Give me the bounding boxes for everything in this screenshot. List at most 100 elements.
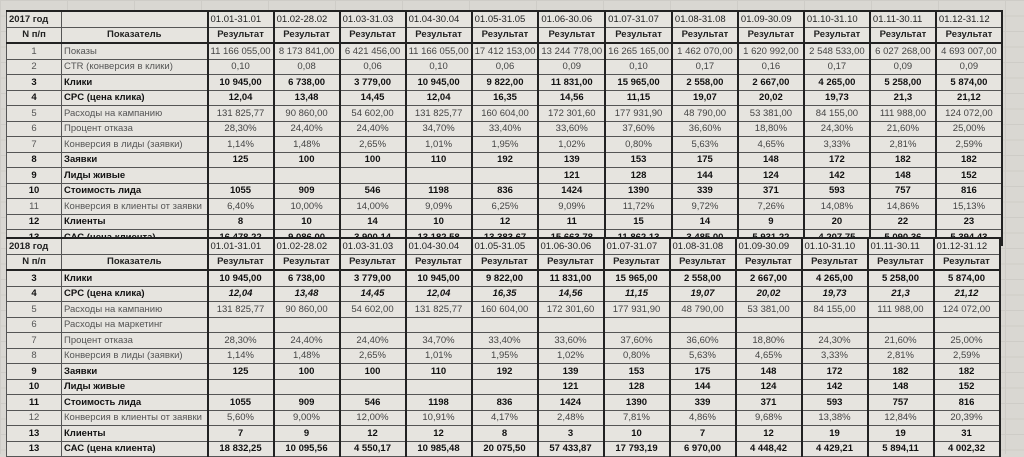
value-cell[interactable]: 148	[736, 151, 805, 168]
value-cell[interactable]: 28,30%	[206, 332, 275, 349]
value-cell[interactable]: 21,60%	[868, 120, 937, 137]
value-cell[interactable]: 11 166 055,00	[206, 42, 275, 60]
empty-cell[interactable]	[61, 237, 208, 255]
value-cell[interactable]: 371	[734, 394, 803, 411]
value-cell[interactable]: 1,02%	[537, 136, 607, 153]
value-cell[interactable]: 124 072,00	[932, 301, 1001, 318]
value-cell[interactable]: 1198	[404, 182, 473, 199]
period-header[interactable]: 01.05-31.05	[470, 237, 539, 255]
period-header[interactable]: 01.03-31.03	[338, 10, 407, 28]
period-header[interactable]: 01.08-31.08	[668, 237, 737, 255]
period-header[interactable]: 01.10-31.10	[802, 10, 871, 28]
value-cell[interactable]: 836	[470, 182, 540, 199]
value-cell[interactable]: 172 301,60	[536, 301, 605, 318]
value-cell[interactable]	[866, 316, 935, 333]
value-cell[interactable]: 593	[802, 182, 871, 199]
value-cell[interactable]	[470, 167, 540, 184]
value-cell[interactable]: 2 667,00	[734, 269, 803, 287]
value-cell[interactable]: 20	[802, 213, 871, 230]
value-cell[interactable]: 24,30%	[800, 332, 869, 349]
value-cell[interactable]: 371	[736, 182, 805, 199]
value-cell[interactable]: 1,48%	[272, 136, 341, 153]
value-cell[interactable]: 6 970,00	[668, 440, 737, 457]
value-cell[interactable]	[734, 316, 803, 333]
result-header[interactable]: Результат	[934, 26, 1003, 44]
value-cell[interactable]: 2,59%	[934, 136, 1003, 153]
period-header[interactable]: 01.05-31.05	[470, 10, 540, 28]
value-cell[interactable]: 0,09	[537, 58, 607, 75]
period-header[interactable]: 01.01-31.01	[206, 10, 275, 28]
value-cell[interactable]: 1390	[604, 182, 673, 199]
value-cell[interactable]: 4 448,42	[734, 440, 803, 457]
value-cell[interactable]: 9 822,00	[470, 74, 540, 91]
period-header[interactable]: 01.03-31.03	[338, 237, 407, 255]
value-cell[interactable]: 0,06	[338, 58, 407, 75]
indicator-name[interactable]: Лиды живые	[61, 378, 208, 395]
value-cell[interactable]: 148	[868, 167, 937, 184]
empty-cell[interactable]	[61, 10, 208, 28]
value-cell[interactable]: 593	[800, 394, 869, 411]
period-header[interactable]: 01.02-28.02	[272, 10, 341, 28]
period-header[interactable]: 01.11-30.11	[866, 237, 935, 255]
value-cell[interactable]: 1 462 070,00	[670, 42, 739, 60]
value-cell[interactable]: 6 738,00	[272, 74, 341, 91]
value-cell[interactable]: 1,01%	[404, 136, 473, 153]
row-number[interactable]: 6	[6, 316, 62, 333]
value-cell[interactable]: 4,65%	[736, 136, 805, 153]
value-cell[interactable]: 3 779,00	[338, 74, 407, 91]
value-cell[interactable]: 14,45	[338, 285, 407, 302]
value-cell[interactable]: 11,15	[604, 89, 673, 106]
value-cell[interactable]: 2,81%	[868, 136, 937, 153]
value-cell[interactable]: 4,65%	[734, 347, 803, 364]
value-cell[interactable]: 909	[272, 182, 341, 199]
value-cell[interactable]: 24,40%	[272, 332, 341, 349]
row-number[interactable]: 13	[6, 425, 62, 442]
value-cell[interactable]: 24,30%	[802, 120, 871, 137]
row-number[interactable]: 7	[6, 332, 62, 349]
value-cell[interactable]: 909	[272, 394, 341, 411]
value-cell[interactable]: 12,04	[404, 285, 473, 302]
indicator-name[interactable]: Заявки	[61, 151, 208, 168]
value-cell[interactable]: 12,84%	[866, 409, 935, 426]
value-cell[interactable]: 139	[537, 151, 607, 168]
value-cell[interactable]: 153	[602, 363, 671, 380]
value-cell[interactable]: 28,30%	[206, 120, 275, 137]
value-cell[interactable]: 14,08%	[802, 198, 871, 215]
value-cell[interactable]: 19,07	[668, 285, 737, 302]
indicator-name[interactable]: Клики	[61, 74, 208, 91]
value-cell[interactable]	[272, 316, 341, 333]
value-cell[interactable]: 84 155,00	[802, 105, 871, 122]
row-number[interactable]: 3	[6, 74, 62, 91]
result-header[interactable]: Результат	[272, 253, 341, 271]
value-cell[interactable]: 24,40%	[272, 120, 341, 137]
result-header[interactable]: Результат	[670, 26, 739, 44]
value-cell[interactable]: 6 421 456,00	[338, 42, 407, 60]
value-cell[interactable]: 2,81%	[866, 347, 935, 364]
value-cell[interactable]: 100	[272, 363, 341, 380]
result-header[interactable]: Результат	[272, 26, 341, 44]
result-header[interactable]: Результат	[668, 253, 737, 271]
value-cell[interactable]: 1,14%	[206, 347, 275, 364]
value-cell[interactable]: 175	[668, 363, 737, 380]
value-cell[interactable]: 9	[736, 213, 805, 230]
value-cell[interactable]: 18,80%	[734, 332, 803, 349]
value-cell[interactable]: 2 558,00	[668, 269, 737, 287]
value-cell[interactable]: 7,26%	[736, 198, 805, 215]
value-cell[interactable]: 25,00%	[934, 120, 1003, 137]
result-header[interactable]: Результат	[338, 253, 407, 271]
value-cell[interactable]: 131 825,77	[404, 301, 473, 318]
value-cell[interactable]: 13,38%	[800, 409, 869, 426]
indicator-name[interactable]: Конверсия в клиенты от заявки	[61, 409, 208, 426]
value-cell[interactable]: 177 931,90	[604, 105, 673, 122]
n-header[interactable]: N п/п	[6, 253, 62, 271]
value-cell[interactable]: 53 381,00	[734, 301, 803, 318]
n-header[interactable]: N п/п	[6, 26, 62, 44]
value-cell[interactable]: 12,04	[206, 285, 275, 302]
value-cell[interactable]: 33,40%	[470, 332, 539, 349]
value-cell[interactable]: 0,09	[868, 58, 937, 75]
indicator-name[interactable]: CPC (цена клика)	[61, 89, 208, 106]
value-cell[interactable]	[800, 316, 869, 333]
value-cell[interactable]: 4 429,21	[800, 440, 869, 457]
value-cell[interactable]: 757	[868, 182, 937, 199]
value-cell[interactable]: 182	[934, 151, 1003, 168]
